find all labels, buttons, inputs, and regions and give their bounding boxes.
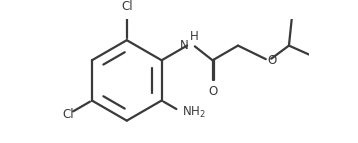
Text: NH$_2$: NH$_2$ <box>182 105 206 120</box>
Text: N: N <box>180 39 189 52</box>
Text: O: O <box>208 85 217 98</box>
Text: Cl: Cl <box>63 108 74 121</box>
Text: H: H <box>190 30 199 43</box>
Text: O: O <box>267 54 277 67</box>
Text: Cl: Cl <box>121 0 132 13</box>
